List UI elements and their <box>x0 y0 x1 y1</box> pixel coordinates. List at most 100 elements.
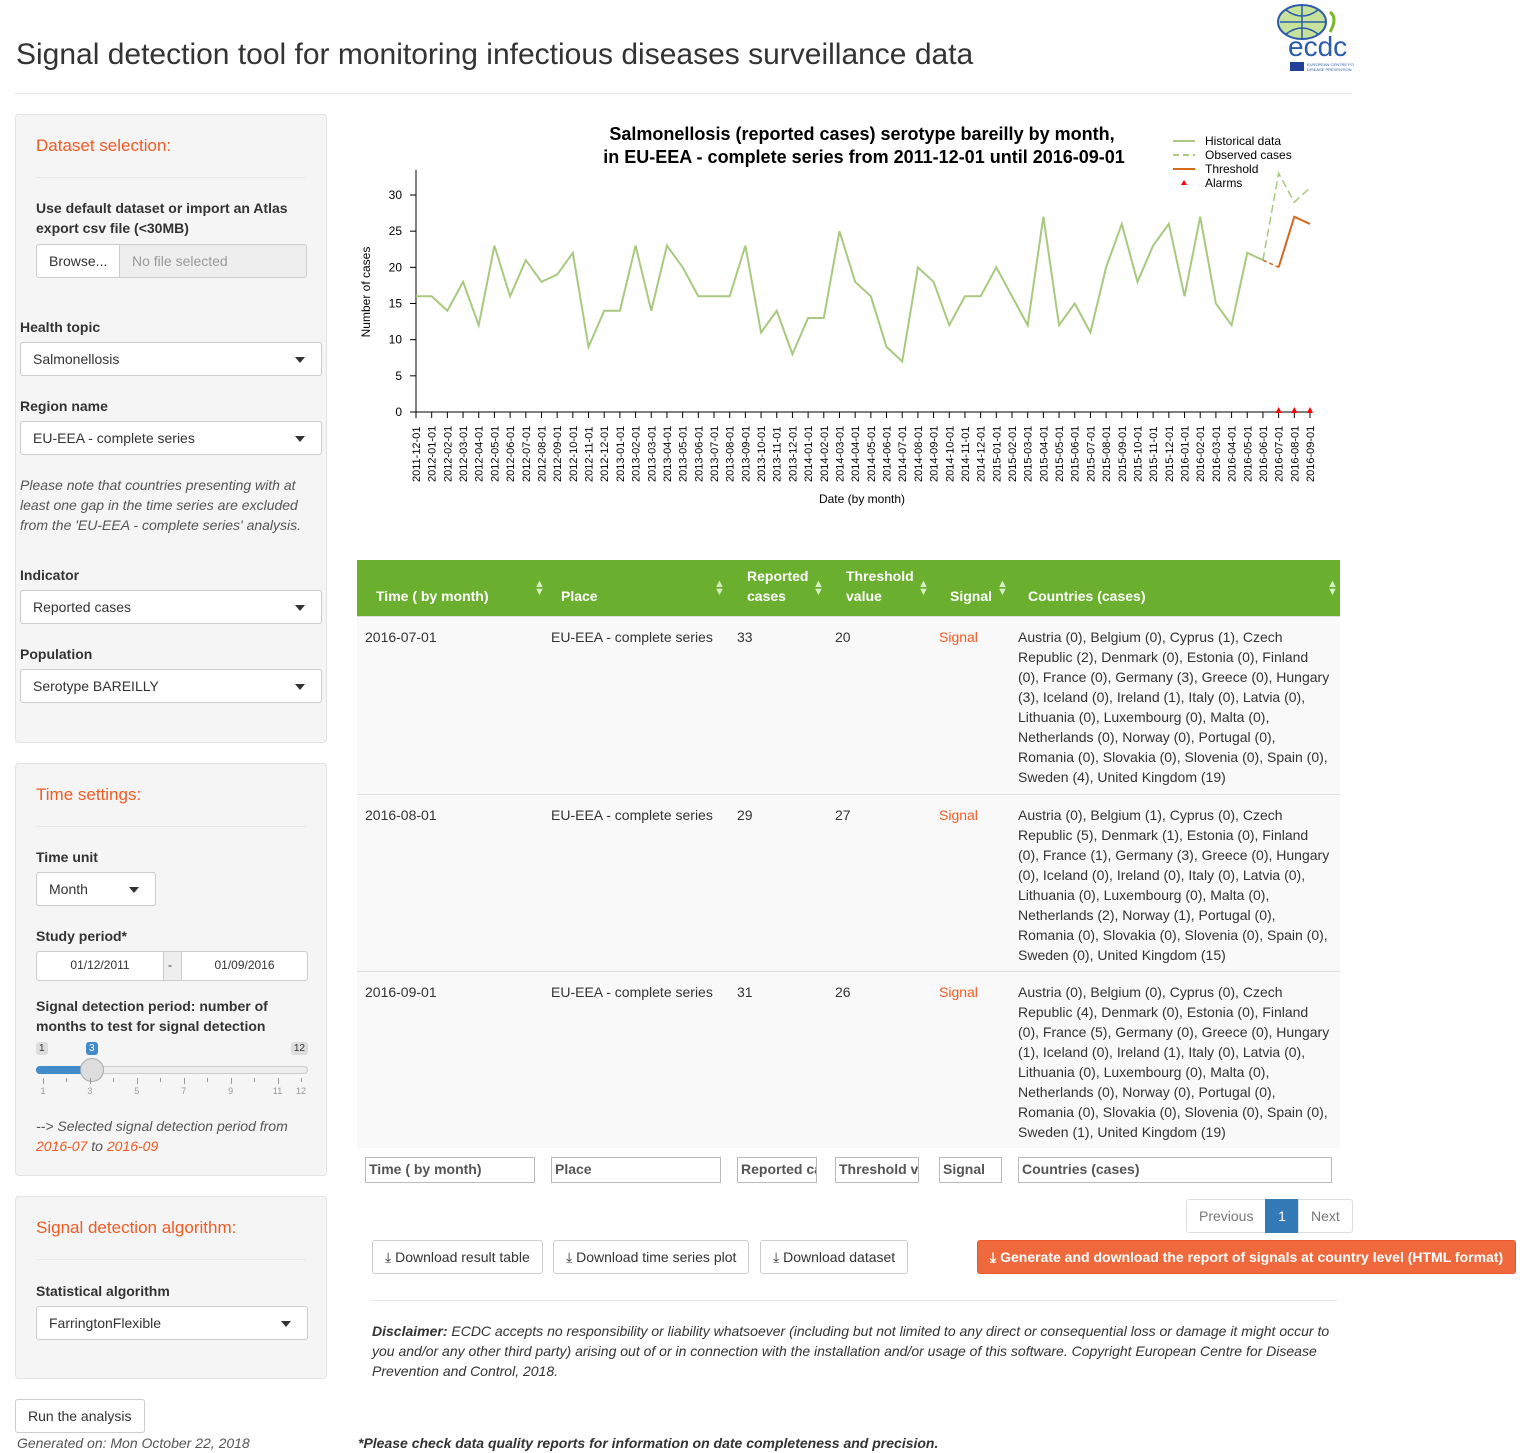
table-cell: Austria (0), Belgium (0), Cyprus (1), Cz… <box>1018 629 1330 785</box>
column-header[interactable]: Signal <box>950 588 993 604</box>
column-header[interactable]: Threshold value <box>846 568 914 604</box>
svg-text:EUROPEAN CENTRE FOR: EUROPEAN CENTRE FOR <box>1307 62 1354 67</box>
slider-min-label: 1 <box>36 1042 48 1055</box>
health-topic-value: Salmonellosis <box>33 351 120 367</box>
download-icon: ⤓ <box>773 1249 780 1265</box>
x-tick-label: 2016-05-01 <box>1242 426 1254 482</box>
sort-icon[interactable]: ▲ ▼ <box>1327 578 1338 598</box>
column-filter-input[interactable]: Threshold va <box>835 1157 919 1183</box>
signal-period-slider[interactable]: 1 3 12 1 3 5 7 9 11 12 <box>36 1042 308 1102</box>
x-tick-label: 2014-03-01 <box>834 426 846 482</box>
column-header[interactable]: Countries (cases) <box>1028 588 1146 604</box>
slider-tick <box>43 1078 44 1084</box>
legend-label: Threshold <box>1205 162 1258 176</box>
x-tick-label: 2015-02-01 <box>1007 426 1019 482</box>
indicator-select[interactable]: Reported cases <box>20 590 322 624</box>
study-period-label: Study period* <box>36 928 128 944</box>
column-header[interactable]: Place <box>561 588 598 604</box>
x-tick-label: 2015-04-01 <box>1038 426 1050 482</box>
signal-period-label: Signal detection period: number of month… <box>36 998 268 1034</box>
algorithm-title: Signal detection algorithm: <box>36 1218 237 1237</box>
divider <box>36 177 306 178</box>
slider-tick-label: 11 <box>272 1086 283 1096</box>
health-topic-label: Health topic <box>20 319 101 335</box>
x-tick-label: 2016-03-01 <box>1211 426 1223 482</box>
sort-icon[interactable]: ▲ ▼ <box>918 578 929 598</box>
svg-text:DISEASE PREVENTION: DISEASE PREVENTION <box>1307 67 1352 72</box>
file-name-field[interactable]: No file selected <box>119 244 307 278</box>
download-plot-button[interactable]: ⤓ Download time series plot <box>553 1240 750 1274</box>
page-title: Signal detection tool for monitoring inf… <box>16 38 974 71</box>
column-filter-input[interactable]: Countries (cases) <box>1018 1157 1332 1183</box>
x-tick-label: 2014-11-01 <box>960 427 972 482</box>
previous-page-button[interactable]: Previous <box>1186 1199 1266 1233</box>
download-dataset-label: Download dataset <box>783 1249 896 1265</box>
slider-tick <box>254 1078 256 1082</box>
x-tick-label: 2012-05-01 <box>489 426 501 482</box>
indicator-label: Indicator <box>20 567 80 583</box>
x-tick-label: 2013-01-01 <box>615 426 627 482</box>
y-tick-label: 25 <box>389 224 403 238</box>
time-series-chart: Salmonellosis (reported cases) serotype … <box>359 124 1317 506</box>
import-label: Use default dataset or import an Atlas e… <box>36 200 288 236</box>
x-tick-label: 2015-07-01 <box>1085 426 1097 482</box>
observed-cases-line <box>1262 171 1311 261</box>
column-filter-input[interactable]: Time ( by month) <box>365 1157 535 1183</box>
x-tick-label: 2013-05-01 <box>678 426 690 482</box>
column-header[interactable]: Time ( by month) <box>376 588 489 604</box>
x-tick-label: 2015-08-01 <box>1101 426 1113 482</box>
slider-fill <box>36 1066 92 1074</box>
sort-icon[interactable]: ▲ ▼ <box>714 578 725 598</box>
x-tick-label: 2013-09-01 <box>740 426 752 482</box>
slider-tick-label: 12 <box>295 1086 306 1096</box>
sort-icon[interactable]: ▲ ▼ <box>534 578 545 598</box>
y-tick-label: 30 <box>389 188 403 202</box>
algorithm-value: FarringtonFlexible <box>49 1315 162 1331</box>
table-cell: 2016-09-01 <box>365 984 437 1000</box>
slider-tick <box>230 1078 232 1084</box>
region-select[interactable]: EU-EEA - complete series <box>20 421 322 455</box>
health-topic-select[interactable]: Salmonellosis <box>20 342 322 376</box>
x-tick-label: 2016-07-01 <box>1274 426 1286 482</box>
download-dataset-button[interactable]: ⤓ Download dataset <box>760 1240 909 1274</box>
results-table-header: Time ( by month) ▲ ▼ Place ▲ ▼ Reported cases ▲… <box>357 560 1340 616</box>
page-1-button[interactable]: 1 <box>1265 1199 1299 1233</box>
column-header[interactable]: Reported cases <box>747 568 809 604</box>
browse-button[interactable]: Browse... <box>36 244 121 278</box>
x-tick-label: 2013-08-01 <box>725 426 737 482</box>
time-unit-select[interactable]: Month <box>36 872 156 906</box>
to-word: to <box>91 1138 103 1154</box>
next-page-button[interactable]: Next <box>1298 1199 1353 1233</box>
slider-tick-label: 1 <box>40 1086 46 1096</box>
x-tick-label: 2016-02-01 <box>1195 426 1207 482</box>
algorithm-select[interactable]: FarringtonFlexible <box>36 1306 308 1340</box>
study-end-input[interactable]: 01/09/2016 <box>181 951 308 981</box>
x-tick-label: 2014-04-01 <box>850 426 862 482</box>
slider-tick <box>136 1078 138 1084</box>
caret-down-icon <box>295 436 305 442</box>
selected-period-text: --> Selected signal detection period fro… <box>36 1116 316 1156</box>
table-cell: 33 <box>737 629 753 645</box>
download-icon: ⤓ <box>990 1249 997 1265</box>
download-plot-label: Download time series plot <box>576 1249 737 1265</box>
footnote: *Please check data quality reports for i… <box>358 1435 939 1451</box>
divider <box>372 1300 1337 1301</box>
study-start-input[interactable]: 01/12/2011 <box>36 951 164 981</box>
sort-icon[interactable]: ▲ ▼ <box>997 578 1008 598</box>
population-select[interactable]: Serotype BAREILLY <box>20 669 322 703</box>
slider-value-label: 3 <box>86 1042 98 1055</box>
x-tick-label: 2012-08-01 <box>536 426 548 482</box>
column-filter-input[interactable]: Place <box>551 1157 721 1183</box>
sort-icon[interactable]: ▲ ▼ <box>813 578 824 598</box>
time-unit-value: Month <box>49 881 88 897</box>
column-filter-input[interactable]: Reported ca <box>737 1157 817 1183</box>
table-cell: 27 <box>835 807 851 823</box>
slider-handle[interactable] <box>80 1058 104 1082</box>
column-filter-input[interactable]: Signal <box>939 1157 1002 1183</box>
generate-report-button[interactable]: ⤓ Generate and download the report of si… <box>977 1240 1517 1274</box>
run-analysis-button[interactable]: Run the analysis <box>15 1399 145 1433</box>
slider-tick-label: 3 <box>87 1086 93 1096</box>
alarm-marker <box>1275 407 1282 413</box>
y-tick-label: 0 <box>395 405 402 419</box>
download-table-button[interactable]: ⤓ Download result table <box>372 1240 543 1274</box>
